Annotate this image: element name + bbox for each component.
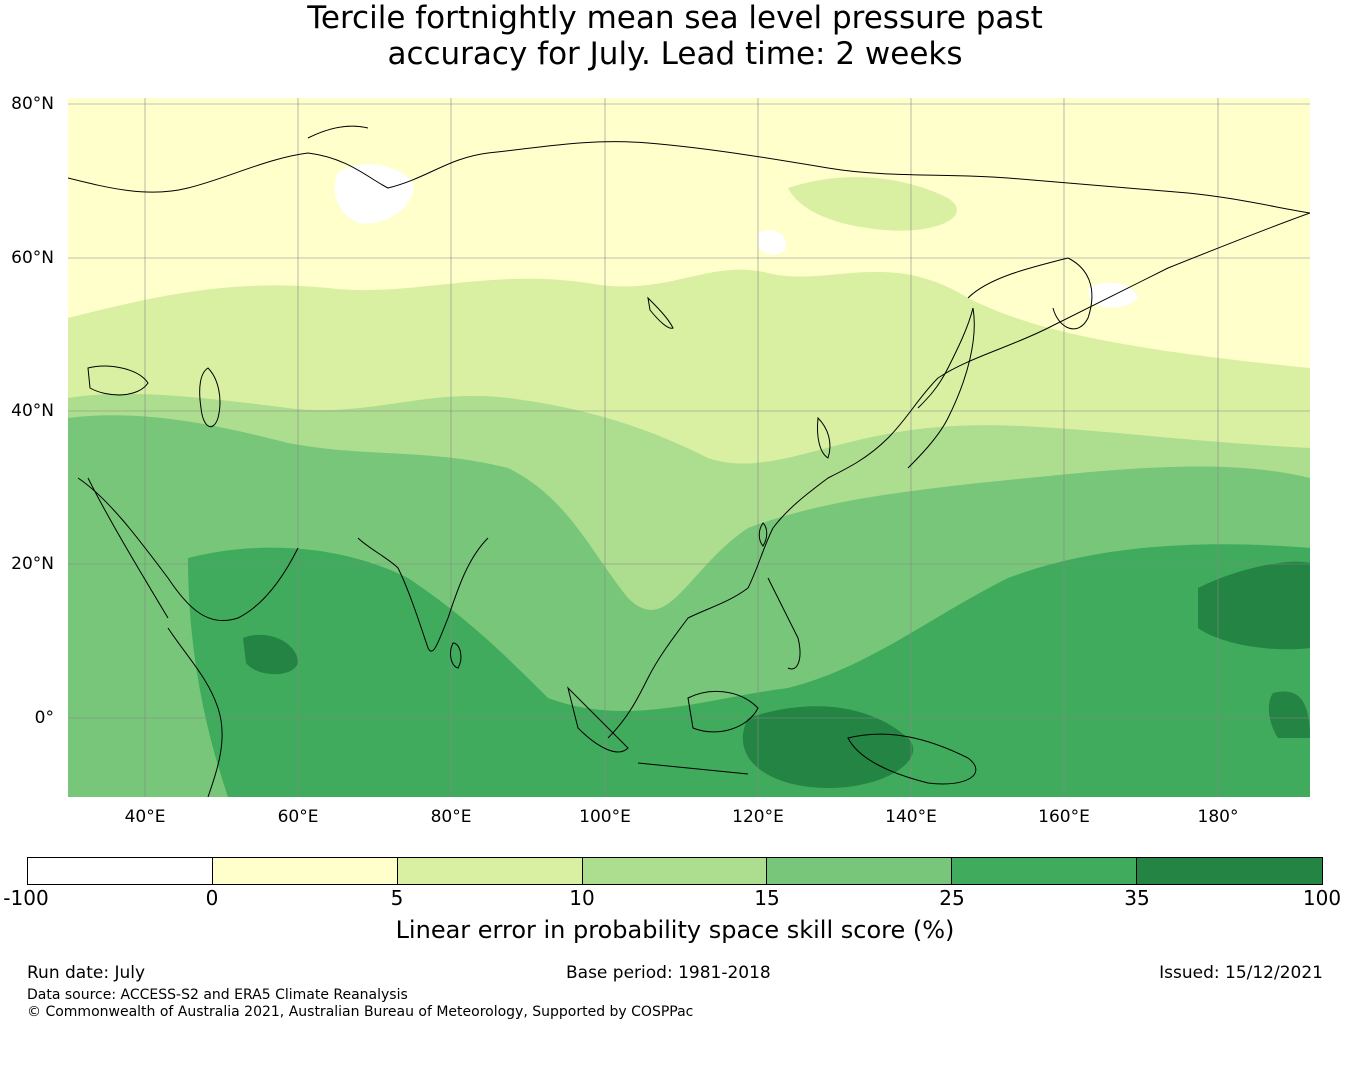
coastline-caspian <box>199 367 221 428</box>
title-line-1: Tercile fortnightly mean sea level press… <box>307 0 1043 36</box>
lat-label-40n: 40°N <box>11 401 54 421</box>
coastline-philippines <box>767 577 801 670</box>
lon-label-40e: 40°E <box>124 807 166 827</box>
region-35-100-east-pacific <box>1268 691 1310 738</box>
coastline-sea-of-okhotsk <box>967 257 1069 299</box>
coastline-red-sea <box>87 477 169 619</box>
coastline-baikal <box>647 296 674 329</box>
map-svg <box>68 98 1310 797</box>
colorbar-tick: 35 <box>1124 886 1150 910</box>
lon-label-100e: 100°E <box>579 807 631 827</box>
title-line-2: accuracy for July. Lead time: 2 weeks <box>387 36 963 72</box>
graticule <box>68 98 1310 797</box>
lon-label-60e: 60°E <box>277 807 319 827</box>
colorbar-tick: -100 <box>3 886 49 910</box>
colorbar-tick: 15 <box>754 886 780 910</box>
colorbar-segment <box>767 858 953 884</box>
coastline-sri-lanka <box>450 642 462 669</box>
coastline-korea <box>817 416 831 459</box>
coastline-indochina <box>607 587 749 739</box>
coastlines <box>68 125 1310 797</box>
colorbar-segment <box>952 858 1138 884</box>
region-35-100-pacific <box>1198 561 1310 650</box>
lon-label-160e: 160°E <box>1038 807 1090 827</box>
colorbar-segment <box>1137 858 1322 884</box>
lon-label-180: 180° <box>1197 807 1239 827</box>
region-below-0-siberia <box>758 230 787 255</box>
region-35-100-indonesia <box>742 706 914 788</box>
region-below-0-kara <box>334 164 414 224</box>
lat-label-20n: 20°N <box>11 554 54 574</box>
coastline-india <box>357 537 489 652</box>
region-35-100-arabian-sea <box>243 634 298 675</box>
colorbar-segment <box>582 858 768 884</box>
coastline-borneo <box>687 690 759 733</box>
colorbar-tick: 10 <box>569 886 595 910</box>
colorbar-tick: 100 <box>1302 886 1342 910</box>
skill-score-map <box>68 98 1310 797</box>
colorbar-segment <box>28 858 213 884</box>
lon-label-80e: 80°E <box>430 807 472 827</box>
region-25-35 <box>188 544 1310 797</box>
coastline-sumatra <box>567 686 629 753</box>
coastline-japan <box>907 307 975 469</box>
copyright: © Commonwealth of Australia 2021, Austra… <box>27 1004 694 1020</box>
coastline-java <box>637 762 749 775</box>
coastline-africa <box>167 627 223 797</box>
coastline-new-guinea <box>847 733 977 785</box>
run-date: Run date: July <box>27 963 146 983</box>
base-period: Base period: 1981-2018 <box>566 963 771 983</box>
coastline-taiwan <box>758 522 768 547</box>
colorbar-tick: 25 <box>939 886 965 910</box>
coastline-arctic <box>68 141 1310 214</box>
coastline-novaya-zemlya <box>307 125 369 139</box>
colorbar-segment <box>397 858 583 884</box>
colorbar-tick: 5 <box>390 886 404 910</box>
map-title: Tercile fortnightly mean sea level press… <box>0 0 1350 72</box>
region-5-10-north <box>788 177 957 231</box>
coastline-kamchatka <box>1052 257 1093 330</box>
colorbar-label: Linear error in probability space skill … <box>395 916 955 944</box>
lat-label-0: 0° <box>34 708 54 728</box>
data-source: Data source: ACCESS-S2 and ERA5 Climate … <box>27 987 408 1003</box>
colorbar-segment <box>212 858 398 884</box>
colorbar-tick: 0 <box>205 886 219 910</box>
colorbar <box>27 857 1323 885</box>
coastline-black-sea <box>87 365 149 396</box>
coastline-arabia <box>77 477 299 622</box>
lon-label-140e: 140°E <box>885 807 937 827</box>
lat-label-60n: 60°N <box>11 248 54 268</box>
issued-date: Issued: 15/12/2021 <box>1159 963 1323 983</box>
lon-label-120e: 120°E <box>732 807 784 827</box>
lat-label-80n: 80°N <box>11 94 54 114</box>
coastline-east-asia <box>747 212 1310 589</box>
